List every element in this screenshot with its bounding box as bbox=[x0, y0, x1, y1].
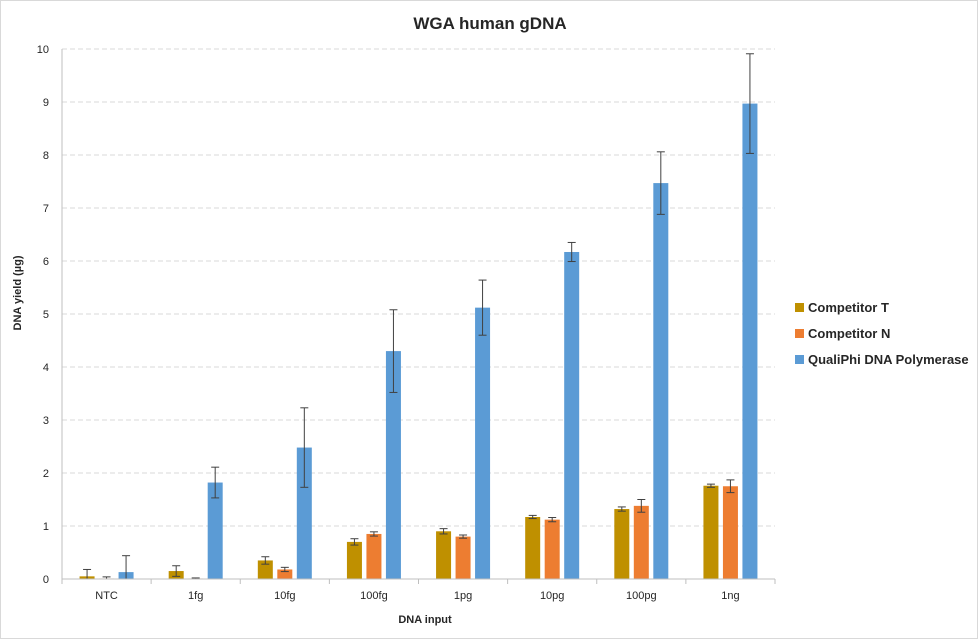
bar bbox=[207, 482, 223, 579]
x-tick-label: 10fg bbox=[274, 590, 295, 602]
x-tick-label: 1pg bbox=[454, 590, 472, 602]
y-tick-label: 1 bbox=[43, 521, 49, 533]
y-axis-title: DNA yield (µg) bbox=[12, 255, 24, 330]
y-tick-label: 8 bbox=[43, 150, 49, 162]
bar bbox=[742, 103, 758, 579]
legend-item: QualiPhi DNA Polymerase bbox=[795, 352, 969, 367]
y-tick-label: 2 bbox=[43, 468, 49, 480]
x-axis-title: DNA input bbox=[398, 614, 452, 626]
y-tick-label: 5 bbox=[43, 309, 49, 321]
legend-swatch bbox=[795, 355, 804, 364]
y-tick-label: 10 bbox=[37, 44, 49, 56]
x-tick-label: NTC bbox=[95, 590, 118, 602]
bar bbox=[653, 183, 669, 579]
y-tick-label: 6 bbox=[43, 256, 49, 268]
legend-label: QualiPhi DNA Polymerase bbox=[808, 352, 969, 367]
y-tick-label: 7 bbox=[43, 203, 49, 215]
bars bbox=[79, 103, 758, 580]
legend-label: Competitor T bbox=[808, 300, 889, 315]
legend-swatch bbox=[795, 303, 804, 312]
bar bbox=[614, 509, 630, 579]
y-tick-label: 4 bbox=[43, 362, 49, 374]
x-tick-label: 100fg bbox=[360, 590, 388, 602]
bar bbox=[366, 533, 382, 579]
x-tick-label: 10pg bbox=[540, 590, 564, 602]
bar bbox=[475, 307, 491, 579]
bar bbox=[277, 569, 293, 579]
x-axis-ticks: NTC 1fg 10fg 100fg 1pg 10pg 100pg 1ng bbox=[61, 579, 776, 602]
x-tick-label: 1ng bbox=[721, 590, 739, 602]
bar bbox=[296, 447, 312, 579]
y-axis-ticks: 0 1 2 3 4 5 6 7 8 9 10 bbox=[37, 44, 49, 586]
bar bbox=[564, 251, 580, 580]
bar bbox=[633, 505, 649, 579]
legend-item: Competitor N bbox=[795, 326, 890, 341]
bar bbox=[385, 351, 401, 579]
x-tick-label: 1fg bbox=[188, 590, 203, 602]
bar bbox=[455, 536, 471, 579]
bar bbox=[544, 519, 560, 579]
legend-label: Competitor N bbox=[808, 326, 890, 341]
bar bbox=[525, 516, 541, 579]
bar bbox=[346, 541, 362, 579]
error-bars bbox=[83, 53, 754, 580]
y-tick-label: 9 bbox=[43, 97, 49, 109]
x-tick-label: 100pg bbox=[626, 590, 657, 602]
bar bbox=[722, 486, 738, 579]
bar bbox=[436, 531, 452, 579]
legend-item: Competitor T bbox=[795, 300, 889, 315]
y-tick-label: 3 bbox=[43, 415, 49, 427]
y-tick-label: 0 bbox=[43, 574, 49, 586]
bar bbox=[257, 560, 273, 579]
legend-swatch bbox=[795, 329, 804, 338]
legend: Competitor T Competitor N QualiPhi DNA Pol… bbox=[795, 300, 969, 367]
chart-title: WGA human gDNA bbox=[413, 14, 566, 33]
bar bbox=[703, 485, 719, 579]
